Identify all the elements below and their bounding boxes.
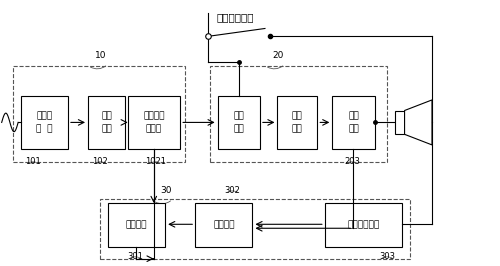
Text: 交流电
输  入: 交流电 输 入 bbox=[36, 112, 52, 133]
Polygon shape bbox=[394, 110, 404, 134]
Text: 203: 203 bbox=[344, 157, 360, 166]
FancyBboxPatch shape bbox=[108, 203, 165, 247]
Text: 10: 10 bbox=[96, 51, 107, 60]
FancyBboxPatch shape bbox=[218, 96, 260, 149]
FancyBboxPatch shape bbox=[325, 203, 402, 247]
FancyBboxPatch shape bbox=[128, 96, 180, 149]
Text: 302: 302 bbox=[224, 186, 240, 195]
Text: 模式切换
变压器: 模式切换 变压器 bbox=[144, 112, 165, 133]
FancyBboxPatch shape bbox=[332, 96, 374, 149]
Text: 20: 20 bbox=[272, 51, 284, 60]
Text: 处理单元: 处理单元 bbox=[126, 221, 148, 230]
Text: 1021: 1021 bbox=[145, 157, 166, 166]
Text: 测量单元: 测量单元 bbox=[213, 221, 234, 230]
Text: 信号发生电路: 信号发生电路 bbox=[348, 221, 380, 230]
FancyBboxPatch shape bbox=[88, 96, 126, 149]
FancyBboxPatch shape bbox=[20, 96, 68, 149]
Text: 301: 301 bbox=[128, 252, 144, 261]
Text: 放大
单元: 放大 单元 bbox=[292, 112, 302, 133]
Text: 开关
电源: 开关 电源 bbox=[102, 112, 112, 133]
Polygon shape bbox=[404, 100, 432, 145]
Text: 303: 303 bbox=[379, 252, 395, 261]
FancyBboxPatch shape bbox=[278, 96, 318, 149]
Text: 输出
单元: 输出 单元 bbox=[348, 112, 359, 133]
Text: 102: 102 bbox=[92, 157, 108, 166]
FancyBboxPatch shape bbox=[195, 203, 252, 247]
Text: 101: 101 bbox=[25, 157, 41, 166]
Text: 外部音频信号: 外部音频信号 bbox=[216, 13, 254, 23]
Text: 输入
单元: 输入 单元 bbox=[234, 112, 244, 133]
Text: 30: 30 bbox=[160, 186, 172, 195]
